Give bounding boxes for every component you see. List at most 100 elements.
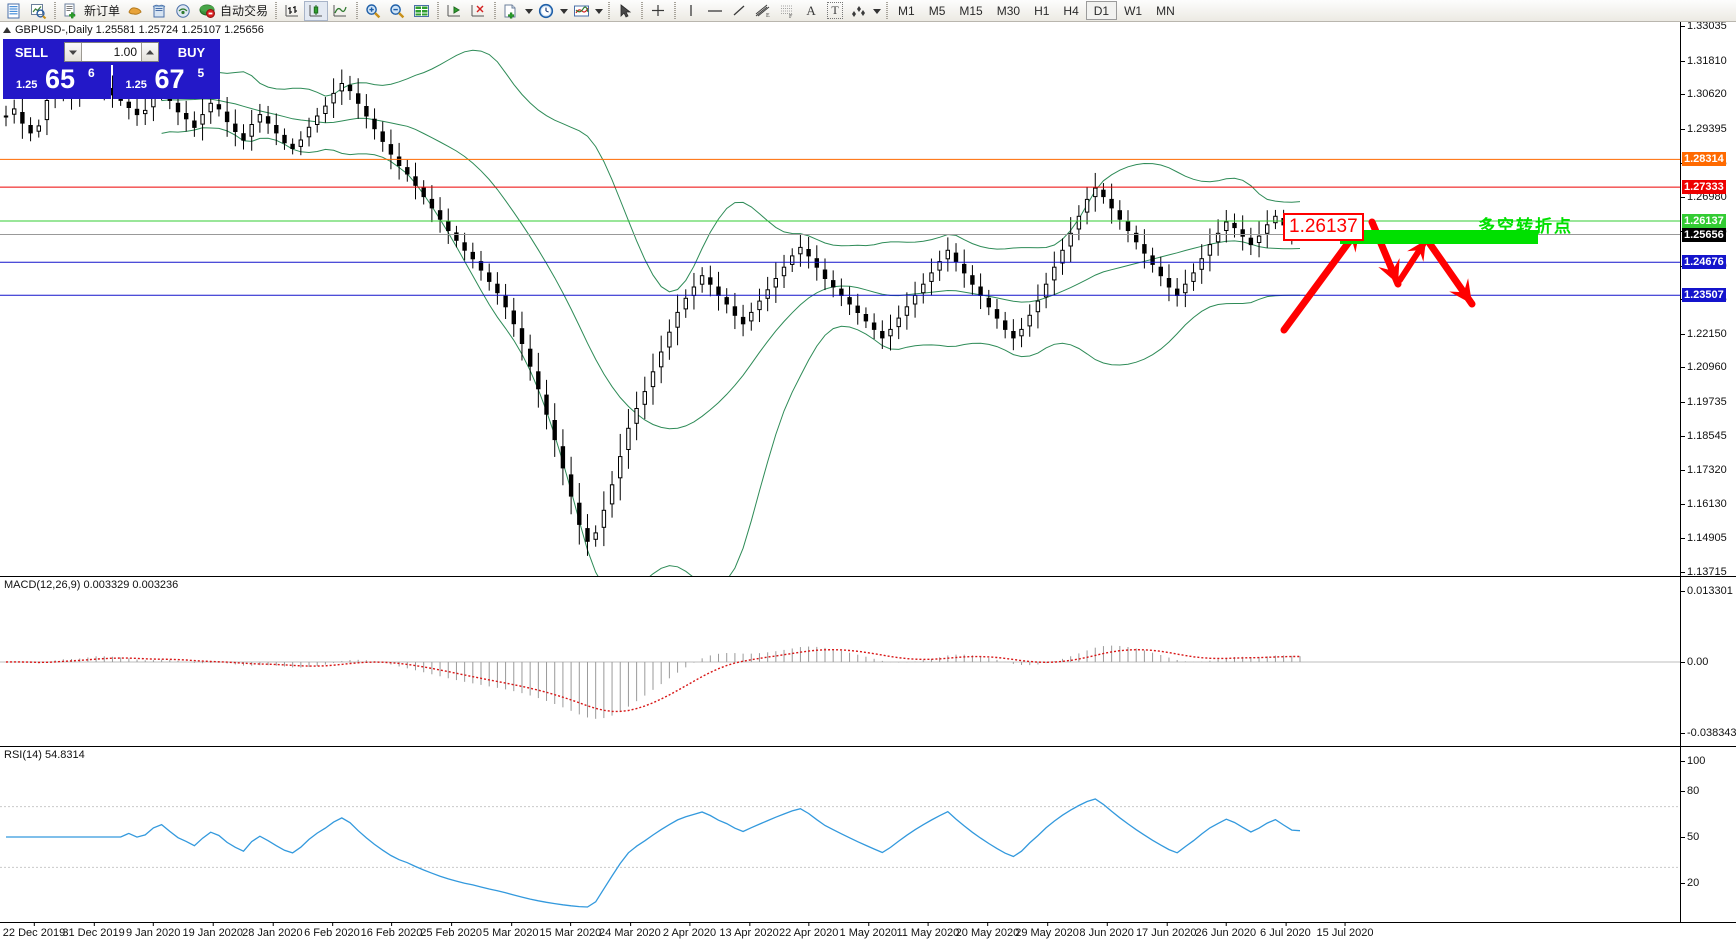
timeframe-m1[interactable]: M1 [898,3,915,18]
fibonacci-retracement-icon[interactable]: F [775,1,799,21]
auto-scroll-icon[interactable] [466,1,490,21]
cursor-icon[interactable] [613,1,637,21]
collapse-triangle-icon[interactable] [3,27,11,33]
timeframe-m30[interactable]: M30 [996,3,1021,18]
price-level-tag[interactable]: 1.28314 [1682,152,1726,167]
price-chart-pane[interactable]: 1.330351.318101.306201.293951.282051.269… [0,22,1736,576]
rsi-label: RSI(14) 54.8314 [4,749,85,761]
time-tick[interactable]: 5 Mar 2020 [482,922,539,939]
autotrading-icon[interactable] [195,1,219,21]
text-icon[interactable]: A [799,1,823,21]
time-tick[interactable]: 25 Feb 2020 [420,922,483,939]
templates-icon[interactable] [499,1,523,21]
price-level-tag[interactable]: 1.26137 [1682,213,1726,228]
shapes-chevron-down-icon[interactable] [871,1,882,21]
time-tick[interactable]: 1 May 2020 [839,922,898,939]
market-watch-icon[interactable] [26,1,50,21]
data-window-icon[interactable] [409,1,433,21]
time-tick[interactable]: 6 Jul 2020 [1260,922,1311,939]
crosshair-icon[interactable] [646,1,670,21]
sell-button[interactable]: SELL [3,39,60,65]
price-tick: 1.19735 [1681,396,1727,408]
market-icon[interactable] [147,1,171,21]
signals-icon[interactable] [123,1,147,21]
time-tick[interactable]: 15 Jul 2020 [1316,922,1374,939]
templates-chevron-down-icon[interactable] [523,1,534,21]
timeframe-m5[interactable]: M5 [928,3,946,18]
price-tick: 1.16130 [1681,498,1727,510]
one-click-trading-panel[interactable]: SELL 1.00 BUY 1.25 65 6 [3,39,220,99]
new-order-label[interactable]: 新订单 [84,4,121,18]
time-tick[interactable]: 29 May 2020 [1015,922,1079,939]
time-axis[interactable]: 22 Dec 2019 31 Dec 2019 9 Jan 2020 19 Jan 2… [0,922,1736,944]
volume-stepper[interactable]: 1.00 [60,39,163,65]
price-level-tag[interactable]: 1.27333 [1682,180,1726,195]
equidistant-channel-icon[interactable]: E [751,1,775,21]
rsi-tick: 80 [1681,785,1699,797]
time-tick[interactable]: 9 Jan 2020 [125,922,181,939]
time-tick[interactable]: 17 Jun 2020 [1135,922,1197,939]
time-tick[interactable]: 24 Mar 2020 [599,922,661,939]
line-chart-icon[interactable] [328,1,352,21]
price-annotation-box[interactable]: 1.26137 [1283,213,1364,241]
price-axis[interactable]: 1.330351.318101.306201.293951.282051.269… [1680,22,1736,576]
trendline-icon[interactable] [727,1,751,21]
candlestick-chart-icon[interactable] [304,0,329,21]
toolbar-separator-8 [672,1,678,20]
zoom-out-icon[interactable] [385,1,409,21]
rsi-tick: 100 [1681,755,1705,767]
shapes-icon[interactable] [847,1,871,21]
time-tick[interactable]: 13 Apr 2020 [719,922,779,939]
turning-point-annotation[interactable]: 多空转折点 [1478,217,1573,237]
rsi-pane[interactable]: 100 80 50 20 RSI(14) 54.8314 [0,746,1736,922]
time-tick[interactable]: 8 Jun 2020 [1079,922,1134,939]
periodicity-icon[interactable] [534,1,558,21]
periodicity-chevron-down-icon[interactable] [558,1,569,21]
new-order-icon[interactable] [59,1,83,21]
autotrading-label[interactable]: 自动交易 [220,4,269,18]
time-tick[interactable]: 2 Apr 2020 [662,922,717,939]
time-tick[interactable]: 31 Dec 2019 [62,922,125,939]
volume-increment-icon[interactable] [141,43,158,61]
indicators-chevron-down-icon[interactable] [593,1,604,21]
volume-input[interactable]: 1.00 [113,45,137,59]
new-chart-icon[interactable] [2,1,26,21]
time-tick[interactable]: 20 May 2020 [955,922,1020,939]
timeframe-m15[interactable]: M15 [959,3,983,18]
time-tick[interactable]: 26 Jun 2020 [1195,922,1257,939]
svg-text:E: E [766,13,770,19]
indicators-icon[interactable] [569,1,593,21]
timeframe-mn[interactable]: MN [1156,3,1175,18]
price-level-tag[interactable]: 1.24676 [1682,255,1726,270]
zoom-in-icon[interactable] [361,1,385,21]
buy-button[interactable]: BUY [163,39,220,65]
time-tick[interactable]: 15 Mar 2020 [539,922,602,939]
price-level-tag[interactable]: 1.25656 [1682,227,1726,242]
text-label-icon[interactable]: T [823,1,847,21]
vps-icon[interactable] [171,1,195,21]
time-tick[interactable]: 22 Apr 2020 [779,922,839,939]
sell-price-display[interactable]: 1.25 65 6 [3,64,111,99]
time-tick[interactable]: 22 Dec 2019 [2,922,66,939]
price-level-tag[interactable]: 1.23507 [1682,288,1726,303]
vertical-line-icon[interactable] [679,1,703,21]
bar-chart-icon[interactable] [280,1,304,21]
time-tick[interactable]: 28 Jan 2020 [242,922,303,939]
timeframe-h4[interactable]: H4 [1063,3,1079,18]
timeframe-d1[interactable]: D1 [1085,1,1118,20]
price-tick: 1.31810 [1681,55,1727,67]
sell-price-prefix: 1.25 [16,79,38,91]
volume-decrement-icon[interactable] [65,43,82,61]
time-tick[interactable]: 6 Feb 2020 [304,922,360,939]
time-tick[interactable]: 19 Jan 2020 [182,922,244,939]
timeframe-w1[interactable]: W1 [1124,3,1143,18]
timeframe-h1[interactable]: H1 [1034,3,1050,18]
macd-pane[interactable]: 0.013301 0.00 -0.038343 MACD(12,26,9) 0.00… [0,576,1736,746]
chart-shift-icon[interactable] [442,1,466,21]
macd-axis[interactable]: 0.013301 0.00 -0.038343 [1680,577,1736,746]
horizontal-line-icon[interactable] [703,1,727,21]
rsi-axis[interactable]: 100 80 50 20 [1680,747,1736,922]
time-tick[interactable]: 11 May 2020 [896,922,960,939]
time-tick[interactable]: 16 Feb 2020 [360,922,423,939]
buy-price-display[interactable]: 1.25 67 5 [112,64,220,99]
